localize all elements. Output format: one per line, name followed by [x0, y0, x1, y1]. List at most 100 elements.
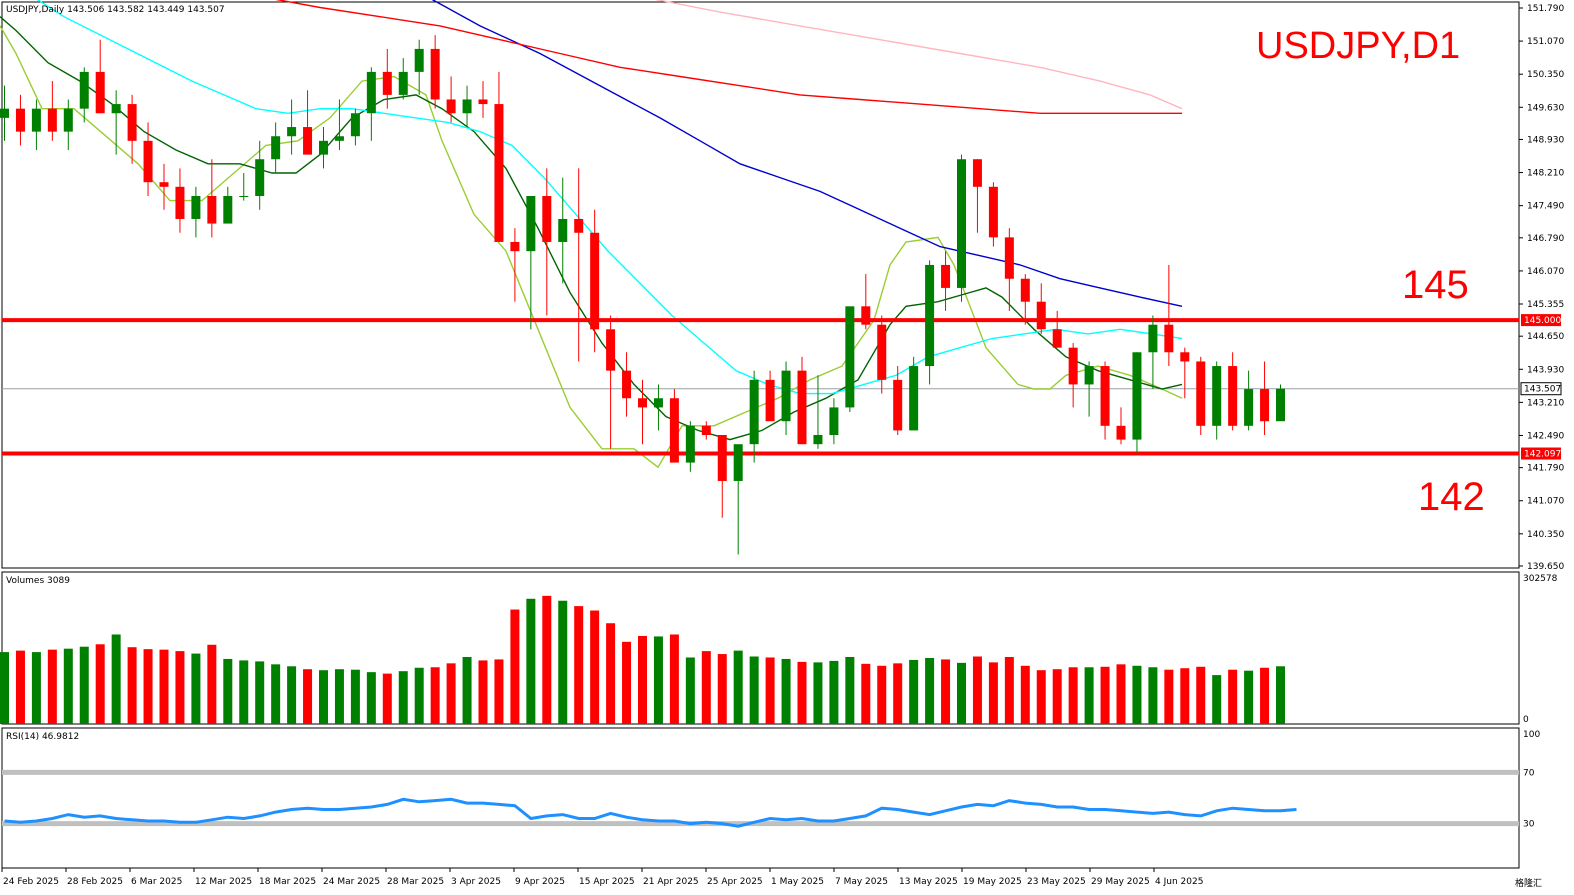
volume-bar [334, 669, 344, 724]
volume-bar [111, 634, 121, 724]
candle-body [223, 195, 233, 224]
price-tick-label: 151.790 [1527, 4, 1564, 14]
candle-body [845, 306, 855, 408]
candle-body [111, 104, 121, 114]
volumes-title: Volumes 3089 [6, 576, 70, 586]
volume-bar [877, 665, 887, 724]
volume-bar [972, 656, 982, 724]
candle-body [653, 398, 663, 408]
volume-bar [430, 667, 440, 724]
volume-bar [462, 656, 472, 724]
price-panel [0, 0, 1519, 555]
candle-body [63, 108, 73, 132]
candle-body [1244, 389, 1254, 426]
candle-body [1132, 352, 1142, 440]
panel-frames [1, 1, 1520, 869]
candle-body [574, 218, 584, 233]
date-tick-label: 1 May 2025 [771, 877, 824, 887]
volume-bar [829, 660, 839, 724]
volume-bar [207, 644, 217, 724]
volume-bar [239, 660, 249, 724]
price-tick-label: 139.650 [1527, 562, 1564, 572]
volume-bar [669, 634, 679, 724]
price-tick-label: 144.650 [1527, 332, 1564, 342]
rsi-panel [2, 769, 1519, 828]
price-tick-label: 143.210 [1527, 398, 1564, 408]
volume-bar [287, 666, 297, 724]
candle-body [47, 108, 57, 132]
candle-body [494, 104, 504, 242]
volume-bar [781, 658, 791, 724]
rsi-frame [1, 727, 1520, 869]
candle-body [622, 370, 632, 399]
candle-body [1004, 237, 1014, 279]
date-tick-label: 24 Mar 2025 [323, 877, 380, 887]
candle-body [319, 140, 328, 155]
volume-bar [733, 650, 743, 724]
candle-body [1020, 278, 1030, 302]
candle-body [1068, 347, 1078, 385]
price-tick-label: 143.930 [1527, 365, 1564, 375]
candle-body [15, 108, 25, 132]
candle-body [462, 99, 472, 114]
volume-bar [1132, 665, 1142, 724]
candle-body [1100, 366, 1110, 426]
candle-body [350, 113, 360, 137]
candle-body [749, 379, 759, 445]
symbol-info: USDJPY,Daily 143.506 143.582 143.449 143… [6, 5, 225, 15]
volume-bar [1180, 668, 1190, 724]
candle-body [239, 195, 249, 197]
volume-tick-label: 0 [1523, 715, 1529, 725]
date-tick-label: 18 Mar 2025 [259, 877, 316, 887]
price-tick-label: 140.350 [1527, 530, 1564, 540]
volume-bar [574, 606, 584, 724]
candle-body [127, 104, 137, 141]
volume-bar [1116, 664, 1126, 724]
candle-body [893, 379, 903, 431]
price-tick-label: 141.070 [1527, 497, 1564, 507]
date-tick-label: 28 Mar 2025 [387, 877, 444, 887]
price-tick-label: 149.630 [1527, 103, 1564, 113]
date-tick-label: 6 Mar 2025 [131, 877, 182, 887]
moving-average-ma_cyan [36, 0, 1183, 395]
moving-average-ma_blue [431, 0, 1183, 307]
price-tick-label: 142.490 [1527, 431, 1564, 441]
volume-bar [941, 659, 951, 724]
rsi-line [4, 797, 1297, 828]
candle-body [877, 324, 887, 380]
candle-body [398, 71, 408, 95]
volume-bar [0, 652, 9, 724]
candle-body [733, 444, 743, 481]
candle-body [1212, 366, 1222, 426]
candle-body [717, 435, 727, 481]
date-tick-label: 15 Apr 2025 [579, 877, 635, 887]
volume-bar [526, 598, 536, 724]
candle-body [972, 159, 982, 187]
candle-body [1052, 329, 1062, 348]
candle-body [590, 232, 600, 330]
current-price-tag-label: 143.507 [1524, 385, 1561, 395]
candle-body [334, 136, 344, 141]
date-tick-label: 19 May 2025 [963, 877, 1022, 887]
volume-bar [191, 653, 201, 724]
candle-body [1180, 352, 1190, 362]
candle-body [701, 425, 711, 436]
volume-bar [1164, 669, 1174, 724]
candle-body [287, 127, 297, 137]
volume-bar [255, 661, 265, 724]
volume-bar [1148, 667, 1158, 724]
volume-bar [494, 659, 504, 724]
volume-bar [414, 667, 424, 724]
level-price-tag [1521, 314, 1561, 327]
volume-bar [1260, 667, 1270, 724]
candle-body [941, 264, 951, 288]
volume-bar [1036, 670, 1046, 724]
volume-bar [223, 658, 233, 724]
volume-bar [271, 664, 281, 724]
candle-body [414, 48, 424, 72]
level-142-label: 142 [1418, 475, 1485, 519]
candle-body [558, 218, 568, 242]
date-tick-label: 21 Apr 2025 [643, 877, 699, 887]
candle-body [159, 182, 169, 187]
volume-tick-label: 302578 [1523, 574, 1558, 584]
